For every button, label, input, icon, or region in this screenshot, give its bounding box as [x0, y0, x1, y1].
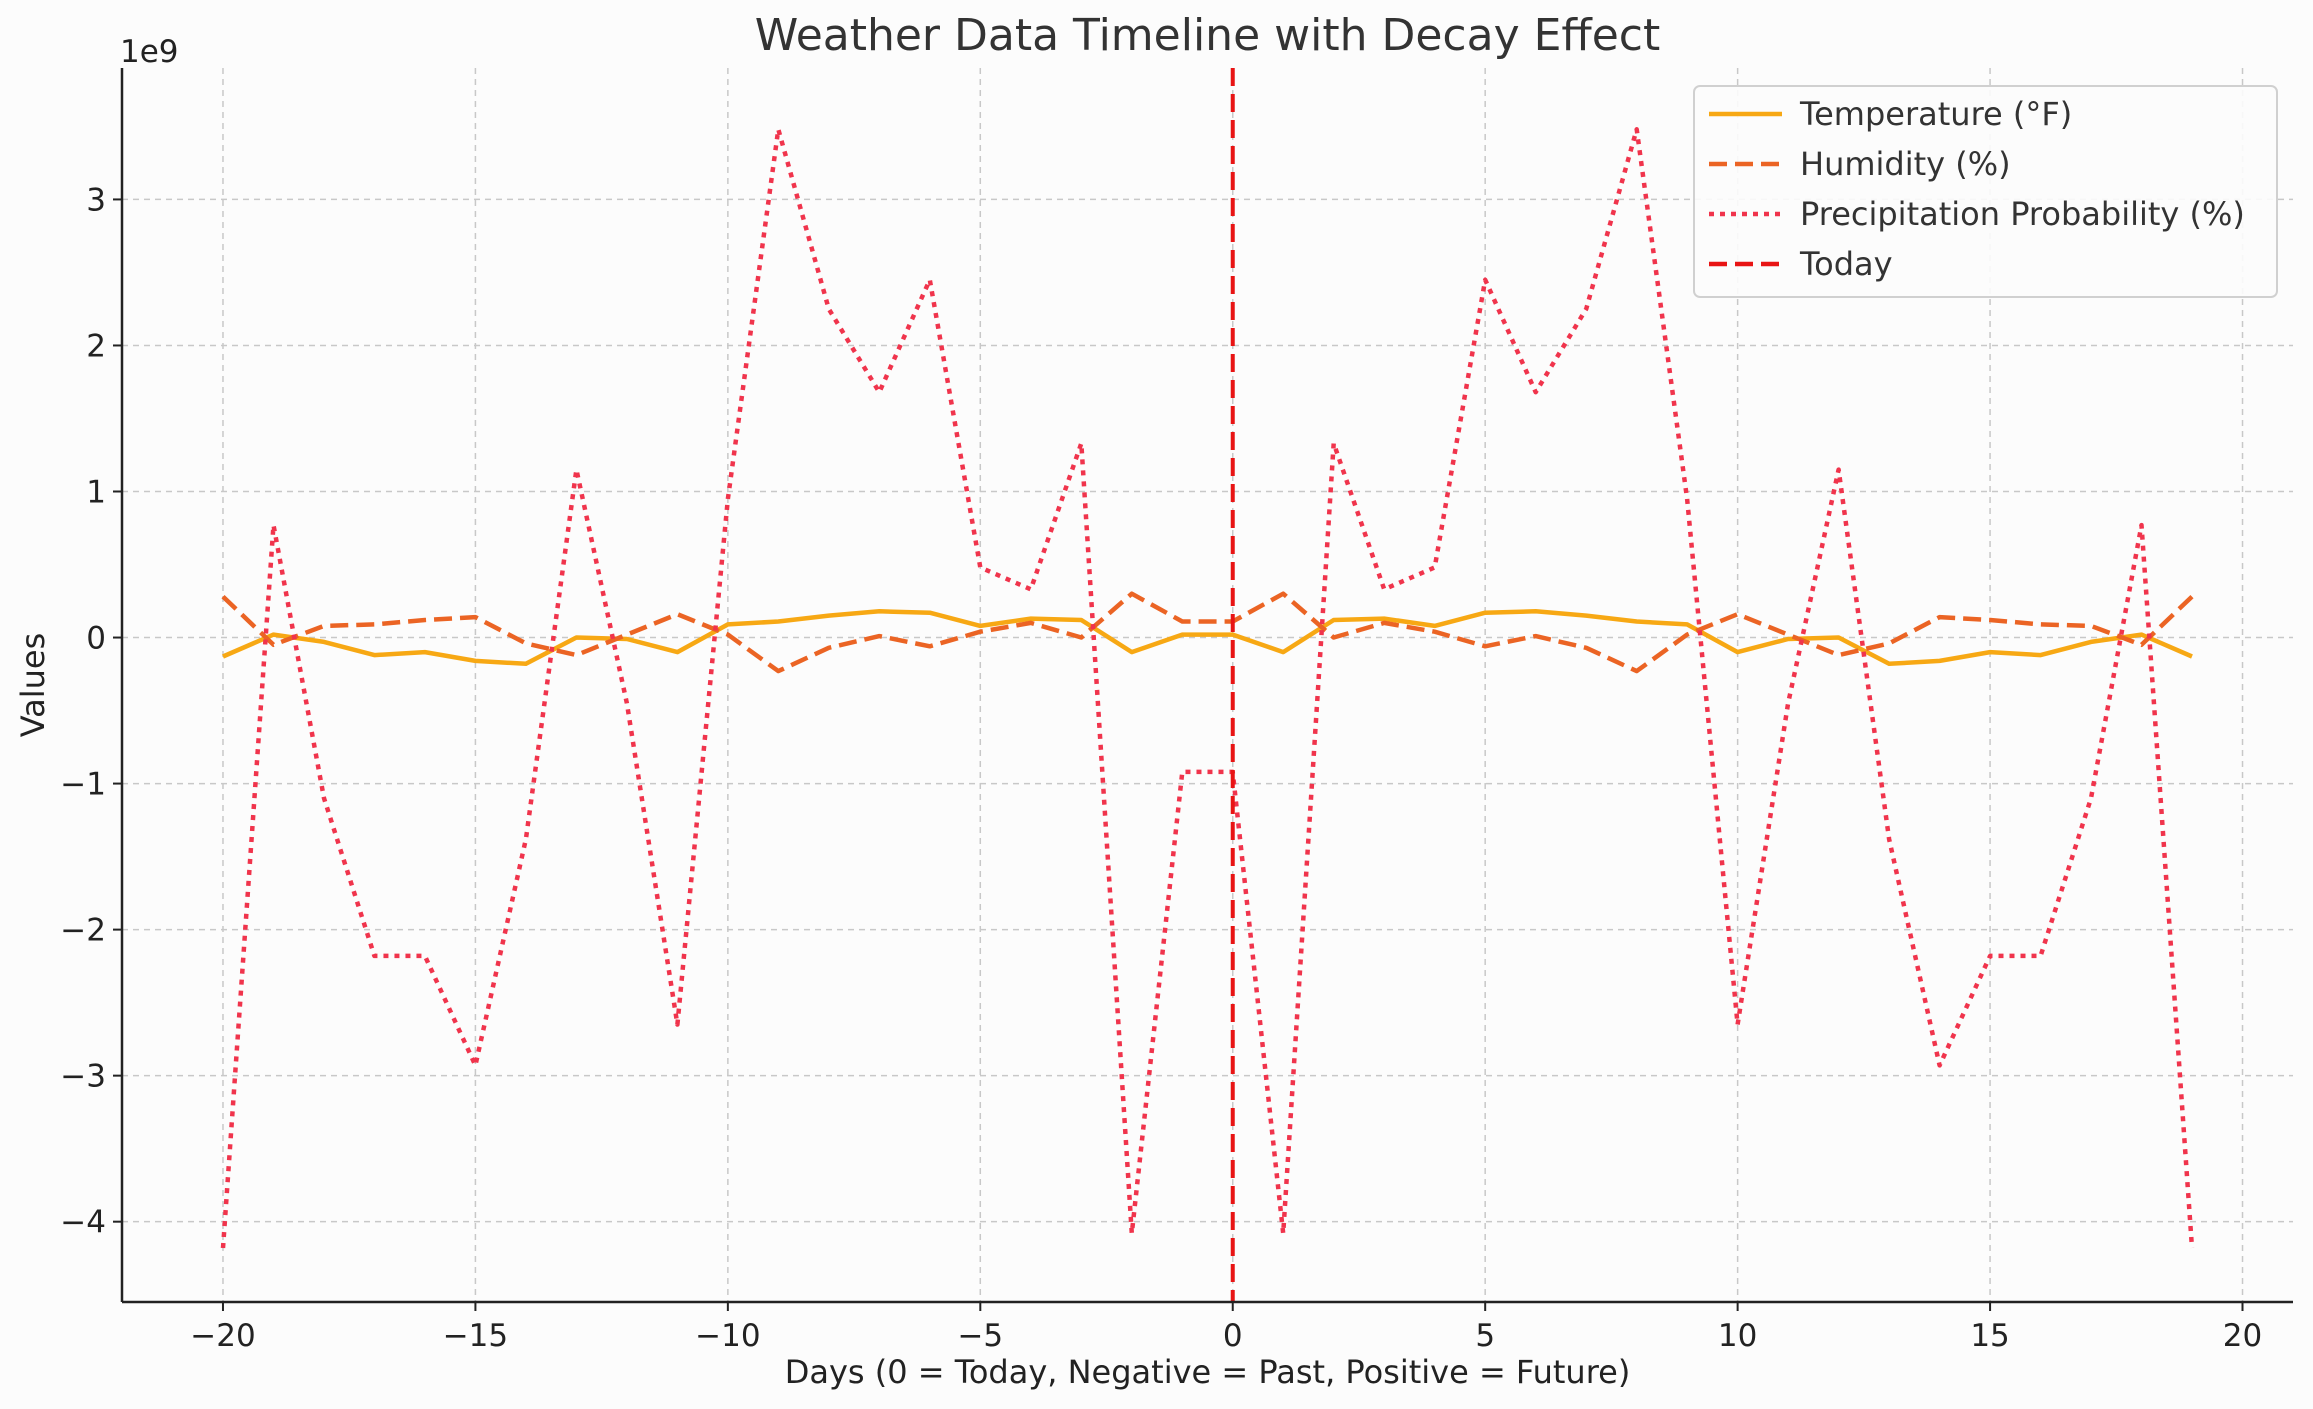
y-axis-offset-label: 1e9	[120, 34, 179, 70]
x-tick-label: −15	[443, 1318, 508, 1354]
y-tick-label: 2	[86, 328, 106, 364]
legend-label: Humidity (%)	[1800, 145, 2011, 183]
x-tick-label: 0	[1223, 1318, 1243, 1354]
axes	[120, 68, 2293, 1304]
chart-title: Weather Data Timeline with Decay Effect	[755, 10, 1660, 61]
x-tick-label: −5	[957, 1318, 1003, 1354]
legend-label: Today	[1799, 245, 1893, 283]
series-layer	[220, 68, 2195, 1302]
x-tick-label: 15	[1970, 1318, 2009, 1354]
x-tick-label: 5	[1475, 1318, 1495, 1354]
x-tick-label: 10	[1718, 1318, 1757, 1354]
y-ticks: −4 −3 −2 −1 0 1 2 3	[60, 182, 122, 1241]
y-tick-label: 0	[86, 621, 106, 657]
y-axis-label: Values	[14, 633, 52, 738]
y-tick-label: −2	[60, 913, 106, 949]
legend-box	[1693, 85, 2278, 298]
y-tick-label: −3	[60, 1059, 106, 1095]
x-tick-label: −20	[190, 1318, 255, 1354]
y-tick-label: −1	[60, 767, 106, 803]
legend: Temperature (°F) Humidity (%) Precipitatio…	[1693, 85, 2278, 298]
legend-label: Precipitation Probability (%)	[1800, 195, 2245, 233]
x-axis-label: Days (0 = Today, Negative = Past, Positi…	[785, 1353, 1631, 1391]
x-ticks: −20 −15 −10 −5 0 5 10 15 20	[190, 1302, 2262, 1354]
x-tick-label: 20	[2223, 1318, 2262, 1354]
series-line-humidity	[221, 591, 2194, 674]
legend-items: Temperature (°F) Humidity (%) Precipitatio…	[1709, 95, 2245, 283]
y-tick-label: −4	[60, 1205, 106, 1241]
legend-label: Temperature (°F)	[1799, 95, 2072, 133]
x-tick-label: −10	[695, 1318, 760, 1354]
y-tick-label: 3	[86, 182, 106, 218]
series-line-precipitation-probability	[220, 127, 2195, 1249]
y-tick-label: 1	[86, 475, 106, 511]
